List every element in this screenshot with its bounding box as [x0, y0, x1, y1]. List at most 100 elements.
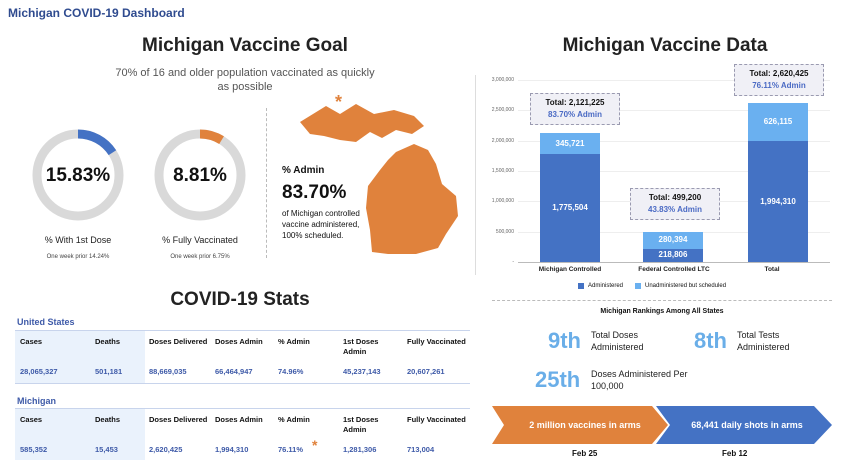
stats-header: Doses Delivered	[149, 337, 208, 346]
mi-stats-panel: Cases 585,352 Deaths 15,453 Doses Delivered 2…	[15, 408, 470, 460]
stats-header: 1st Doses Admin	[343, 415, 379, 434]
stats-header: Doses Admin	[215, 337, 263, 346]
y-tick-label: 500,000	[495, 228, 514, 235]
callout-federal-ltc: Total: 499,200 43.83% Admin	[630, 188, 720, 220]
stats-header: Deaths	[95, 337, 121, 346]
bar-unadministered	[748, 103, 808, 141]
bar-unadministered	[540, 133, 600, 155]
first-dose-value: 15.83%	[45, 165, 111, 186]
stats-header: % Admin	[278, 415, 310, 424]
rank-total-tests: 8th	[694, 328, 727, 353]
first-dose-label: % With 1st Dose	[44, 235, 112, 245]
admin-value: 83.70%	[282, 182, 347, 203]
stats-header: 1st Doses Admin	[343, 337, 379, 356]
michigan-map-icon	[300, 104, 458, 254]
bar-unadministered	[643, 231, 703, 249]
stats-header: Fully Vaccinated	[407, 415, 466, 424]
y-tick-label: 1,500,000	[491, 168, 514, 174]
fully-vaccinated-label: % Fully Vaccinated	[162, 235, 238, 245]
timeline-left-text: 2 million vaccines in arms	[529, 420, 641, 430]
bar-label-administered: 1,775,504	[552, 203, 588, 213]
goal-divider	[266, 108, 267, 258]
stats-header: Doses Admin	[215, 415, 263, 424]
legend-swatch-administered	[578, 283, 584, 289]
stats-value: 15,453	[95, 445, 118, 454]
gridline	[518, 80, 830, 81]
chart-divider	[475, 75, 476, 275]
timeline-left-date: Feb 25	[572, 449, 598, 458]
rank-total-doses-label: Total Doses Administered	[591, 330, 644, 352]
gridline	[518, 110, 830, 112]
mi-section-label: Michigan	[17, 396, 57, 406]
goal-title: Michigan Vaccine Goal	[142, 35, 348, 56]
us-stats-panel: Cases 28,065,327 Deaths 501,181 Doses Delive…	[15, 330, 470, 384]
rankings-title: Michigan Rankings Among All States	[600, 308, 724, 315]
timeline-right-text: 68,441 daily shots in arms	[691, 420, 803, 430]
admin-asterisk: *	[335, 92, 343, 112]
bar-label-unadministered: 280,394	[658, 235, 688, 245]
bar-administered	[540, 154, 600, 262]
ring-progress	[32, 129, 124, 221]
rank-total-doses: 9th	[548, 328, 581, 353]
timeline-right-arrow	[656, 406, 832, 444]
first-dose-ring-chart	[32, 129, 124, 221]
first-dose-ring: 15.83%	[28, 125, 128, 225]
stats-header: Fully Vaccinated	[407, 337, 466, 346]
admin-label: % Admin	[282, 165, 325, 176]
bar-label-administered: 1,994,310	[760, 196, 796, 206]
goal-subtitle: 70% of 16 and older population vaccinate…	[115, 67, 375, 93]
stats-value: 1,281,306	[343, 445, 377, 454]
fully-vaccinated-ring-chart	[154, 129, 246, 221]
y-tick-label: 3,000,000	[491, 77, 514, 83]
timeline-left-arrow	[492, 406, 668, 444]
ring-progress	[154, 129, 246, 221]
stats-value: 20,607,261	[407, 367, 445, 376]
stats-header: Doses Delivered	[149, 415, 208, 424]
category-federal-ltc: Federal Controlled LTC	[638, 266, 710, 273]
category-michigan-controlled: Michigan Controlled	[538, 266, 602, 273]
y-tick-label: 2,000,000	[491, 137, 514, 144]
y-tick-label: 1,000,000	[491, 198, 514, 205]
rank-doses-per-100k-label: Doses Administered Per 100,000	[591, 369, 688, 391]
mi-asterisk: *	[312, 437, 318, 453]
stats-value: 1,994,310	[215, 445, 249, 454]
legend-unadministered: Unadministered but scheduled	[645, 283, 727, 289]
bar-administered	[643, 248, 703, 262]
gridline	[518, 262, 830, 263]
timeline-right-date: Feb 12	[722, 449, 748, 458]
fully-vaccinated-ring: 8.81%	[150, 125, 250, 225]
callout-pct: 83.70% Admin	[548, 110, 602, 119]
stats-title: COVID-19 Stats	[170, 289, 310, 310]
callout-total: Total: 499,200	[648, 193, 702, 202]
rank-doses-per-100k: 25th	[535, 367, 581, 392]
callout-total: Total: 2,620,425	[749, 69, 809, 78]
category-total: Total	[764, 266, 780, 273]
stats-header: Cases	[20, 337, 43, 346]
stats-value: 501,181	[95, 367, 123, 376]
legend-swatch-unadministered	[635, 283, 642, 289]
mi-stats-table: Cases 585,352 Deaths 15,453 Doses Delivered 2…	[15, 409, 470, 460]
fully-vaccinated-prior: One week prior 6.75%	[170, 254, 230, 260]
stats-header: Deaths	[95, 415, 121, 424]
vaccine-data-title: Michigan Vaccine Data	[562, 35, 768, 56]
us-stats-table: Cases 28,065,327 Deaths 501,181 Doses Delive…	[15, 331, 470, 383]
stats-value: 2,620,425	[149, 445, 183, 454]
mi-highlight	[15, 409, 145, 460]
stats-value: 66,464,947	[215, 367, 253, 376]
y-tick-label: -	[512, 259, 514, 265]
callout-pct: 76.11% Admin	[752, 81, 806, 90]
gridline	[518, 140, 830, 142]
callout-michigan-controlled: Total: 2,121,225 83.70% Admin	[530, 93, 620, 125]
first-dose-prior: One week prior 14.24%	[46, 254, 110, 260]
admin-note: of Michigan controlled vaccine administe…	[282, 209, 360, 240]
us-highlight	[15, 331, 145, 383]
bar-label-unadministered: 626,115	[763, 117, 793, 127]
stats-value: 713,004	[407, 445, 435, 454]
stats-value: 28,065,327	[20, 367, 58, 376]
rankings-divider	[492, 300, 832, 301]
chart-legend: Administered Unadministered but schedule…	[578, 283, 726, 289]
bar-administered	[748, 141, 808, 262]
stats-value: 88,669,035	[149, 367, 187, 376]
us-section-label: United States	[17, 317, 75, 327]
stats-value: 585,352	[20, 445, 48, 454]
